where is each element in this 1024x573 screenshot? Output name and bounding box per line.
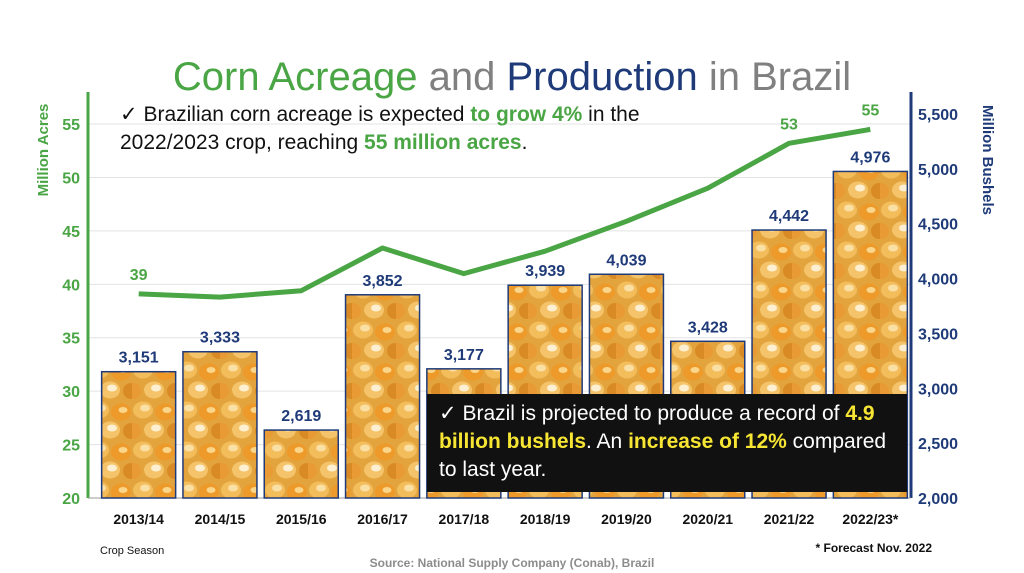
chart-title: Corn Acreage and Production in Brazil [0, 55, 1024, 100]
left-tick-label: 20 [62, 491, 80, 508]
left-tick-label: 45 [62, 224, 80, 241]
bushel-bar-label: 3,151 [119, 350, 159, 367]
left-tick-label: 55 [62, 117, 80, 134]
bushel-bar-label: 2,619 [281, 408, 321, 425]
left-tick-label: 50 [62, 170, 80, 187]
bushel-bar [100, 370, 177, 499]
x-tick-label: 2018/19 [520, 511, 571, 527]
right-tick-label: 3,000 [918, 381, 958, 398]
right-tick-label: 2,500 [918, 436, 958, 453]
acreage-note-text-2: in the 2022/2023 crop, reaching [120, 103, 640, 154]
production-note-highlight-1: 4.9 billion bushels [439, 402, 875, 453]
title-production: Production [506, 55, 698, 99]
title-in-brazil: in Brazil [708, 55, 852, 99]
acreage-note-highlight-2: 55 million acres [364, 131, 522, 154]
right-tick-label: 2,000 [918, 491, 958, 508]
x-axis-title: Crop Season [100, 545, 165, 557]
left-tick-label: 35 [62, 331, 80, 348]
x-tick-label: 2015/16 [276, 511, 327, 527]
bushel-bar-label: 3,852 [363, 273, 403, 290]
bushel-bar-label: 4,976 [850, 149, 890, 166]
production-note: ✓ Brazil is projected to produce a recor… [427, 394, 907, 492]
left-axis-title: Million Acres [35, 104, 52, 197]
right-axis-title: Million Bushels [979, 105, 996, 215]
acreage-note-text-1: Brazilian corn acreage is expected [143, 103, 465, 126]
title-corn-acreage: Corn Acreage [172, 55, 418, 99]
acreage-note: ✓ Brazilian corn acreage is expected to … [120, 101, 680, 157]
x-tick-label: 2020/21 [682, 511, 733, 527]
bushel-bar [344, 294, 421, 499]
bushel-bar [263, 429, 339, 499]
source-note: Source: National Supply Company (Conab),… [369, 556, 655, 570]
right-tick-label: 5,000 [918, 162, 958, 179]
production-note-text-2: . An [586, 430, 623, 453]
acreage-label: 55 [861, 102, 879, 119]
x-axis-ticks: 2013/14 2014/15 2015/16 2016/17 2017/18 2018/… [113, 511, 899, 527]
right-tick-label: 3,500 [918, 326, 958, 343]
bushel-bar-labels: 3,151 3,333 2,619 3,852 3,177 3,939 4,039 3,428… [119, 149, 891, 425]
acreage-label: 39 [130, 267, 148, 284]
check-icon: ✓ [439, 402, 457, 425]
production-note-highlight-2: increase of 12% [628, 430, 787, 453]
acreage-line [138, 126, 871, 300]
right-tick-label: 4,500 [918, 217, 958, 234]
x-tick-label: 2016/17 [357, 511, 408, 527]
right-tick-label: 4,000 [918, 272, 958, 289]
x-tick-label: 2013/14 [113, 511, 164, 527]
acreage-label: 53 [780, 116, 798, 133]
acreage-note-highlight-1: to grow 4% [470, 103, 583, 126]
right-tick-label: 5,500 [918, 107, 958, 124]
left-axis-ticks: 20 25 30 35 40 45 50 55 [62, 117, 80, 508]
production-note-text-3: compared to last year. [439, 430, 887, 481]
production-note-text-1: Brazil is projected to produce a record … [462, 402, 840, 425]
acreage-note-text-3: . [521, 131, 528, 154]
x-tick-label: 2019/20 [601, 511, 652, 527]
bushel-bar-label: 3,333 [200, 330, 240, 347]
right-axis-ticks: 2,000 2,500 3,000 3,500 4,000 4,500 5,000 5,500 [918, 107, 958, 508]
x-tick-label: 2022/23* [842, 511, 899, 527]
bushel-bar-label: 4,039 [606, 252, 646, 269]
x-tick-label: 2017/18 [439, 511, 490, 527]
x-tick-label: 2014/15 [195, 511, 246, 527]
forecast-note: * Forecast Nov. 2022 [815, 541, 932, 555]
left-tick-label: 30 [62, 384, 80, 401]
bushel-bar-label: 3,428 [688, 319, 728, 336]
left-tick-label: 40 [62, 277, 80, 294]
left-tick-label: 25 [62, 438, 80, 455]
x-tick-label: 2021/22 [764, 511, 815, 527]
bushel-bar-label: 3,177 [444, 347, 484, 364]
title-and: and [428, 55, 496, 99]
bushel-bar-label: 4,442 [769, 208, 809, 225]
bushel-bar [182, 350, 258, 499]
acreage-labels: 39 53 55 [130, 102, 880, 284]
check-icon: ✓ [120, 103, 138, 126]
bushel-bar-label: 3,939 [525, 263, 565, 280]
